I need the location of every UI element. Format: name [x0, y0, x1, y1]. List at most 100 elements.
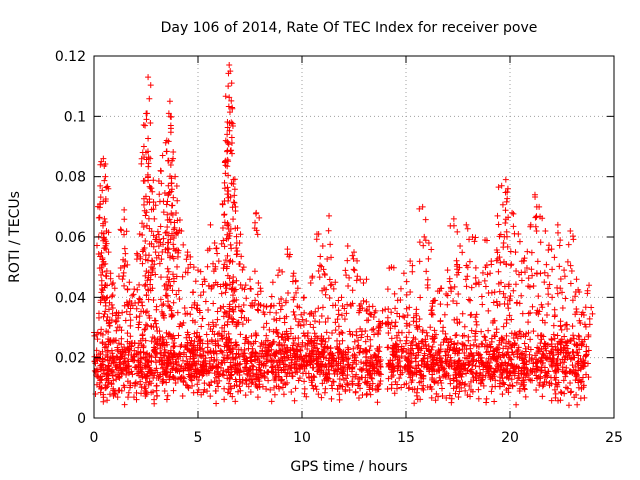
data-point-spike	[321, 272, 328, 279]
data-point-band	[321, 389, 328, 396]
data-point-spike	[473, 280, 480, 287]
data-point-spike	[349, 300, 356, 307]
data-point-band	[286, 370, 293, 377]
data-point-spike	[214, 316, 221, 323]
data-point-band	[563, 340, 570, 347]
data-point-band	[569, 362, 576, 369]
data-point	[567, 227, 574, 234]
data-point-spike	[220, 303, 227, 310]
data-point-band	[249, 362, 256, 369]
data-point-spike	[472, 234, 479, 241]
data-point-band	[119, 370, 126, 377]
data-point-spike	[233, 323, 240, 330]
data-point-band	[461, 361, 468, 368]
data-point-band	[521, 359, 528, 366]
data-point-band	[118, 387, 125, 394]
data-point-spike	[335, 311, 342, 318]
data-point-spike	[184, 310, 191, 317]
data-point-band	[181, 365, 188, 372]
data-point-band	[506, 369, 513, 376]
data-point-spike	[570, 236, 577, 243]
data-point-spike	[554, 229, 561, 236]
data-point-spike	[103, 267, 110, 274]
data-point-spike	[212, 279, 219, 286]
data-point-spike	[503, 228, 510, 235]
data-point-spike	[164, 292, 171, 299]
data-point-band	[253, 350, 260, 357]
data-point-spike	[335, 323, 342, 330]
data-point-band	[496, 377, 503, 384]
data-point-spike	[144, 148, 151, 155]
data-point-band	[171, 343, 178, 350]
data-point-band	[448, 357, 455, 364]
data-point-band	[308, 357, 315, 364]
data-point-band	[514, 353, 521, 360]
data-point-band	[554, 361, 561, 368]
data-point-band	[535, 348, 542, 355]
data-point-spike	[225, 172, 232, 179]
data-point-band	[342, 375, 349, 382]
data-point-spike	[167, 173, 174, 180]
data-point-band	[569, 370, 576, 377]
data-point-band	[175, 332, 182, 339]
data-point-spike	[289, 278, 296, 285]
data-point-band	[328, 395, 335, 402]
data-point-band	[468, 327, 475, 334]
data-point	[586, 282, 593, 289]
data-point-band	[495, 363, 502, 370]
data-point-band	[515, 364, 522, 371]
data-point-band	[401, 364, 408, 371]
data-point-band	[218, 359, 225, 366]
data-point-spike	[409, 268, 416, 275]
data-point-band	[577, 395, 584, 402]
data-point	[457, 243, 464, 250]
data-point-spike	[229, 298, 236, 305]
x-tick-label: 0	[90, 430, 99, 446]
data-point-band	[241, 340, 248, 347]
data-point-band	[195, 386, 202, 393]
data-point-spike	[349, 287, 356, 294]
data-point-band	[248, 350, 255, 357]
data-point-band	[118, 327, 125, 334]
data-point-band	[122, 364, 129, 371]
data-point-band	[344, 371, 351, 378]
data-point-spike	[413, 310, 420, 317]
data-point-band	[183, 334, 190, 341]
data-point	[542, 227, 549, 234]
data-point-spike	[142, 122, 149, 129]
data-point-band	[470, 356, 477, 363]
data-point-band	[92, 390, 99, 397]
data-point-spike	[351, 267, 358, 274]
data-point-band	[101, 344, 108, 351]
data-point-spike	[238, 307, 245, 314]
data-point-spike	[95, 314, 102, 321]
data-point-band	[433, 357, 440, 364]
x-tick-label: 15	[397, 430, 415, 446]
data-point-spike	[320, 266, 327, 273]
data-point-band	[558, 389, 565, 396]
data-point-spike	[147, 119, 154, 126]
data-point-band	[485, 370, 492, 377]
data-point-band	[375, 331, 382, 338]
data-point-band	[523, 330, 530, 337]
data-point-band	[417, 396, 424, 403]
data-point-spike	[222, 289, 229, 296]
data-point-band	[567, 389, 574, 396]
data-point-band	[408, 369, 415, 376]
data-point-spike	[295, 322, 302, 329]
data-point-spike	[143, 222, 150, 229]
data-point-spike	[133, 250, 140, 257]
data-point-spike	[128, 300, 135, 307]
data-point-spike	[167, 236, 174, 243]
data-point-band	[571, 394, 578, 401]
data-point-spike	[198, 323, 205, 330]
data-point-spike	[491, 317, 498, 324]
data-point	[195, 267, 201, 274]
data-point-spike	[95, 250, 102, 257]
data-point-spike	[121, 216, 128, 223]
data-point	[269, 279, 276, 286]
data-point-spike	[300, 294, 307, 301]
data-point-band	[292, 361, 299, 368]
data-point-spike	[221, 159, 228, 166]
data-point-band	[578, 342, 585, 349]
